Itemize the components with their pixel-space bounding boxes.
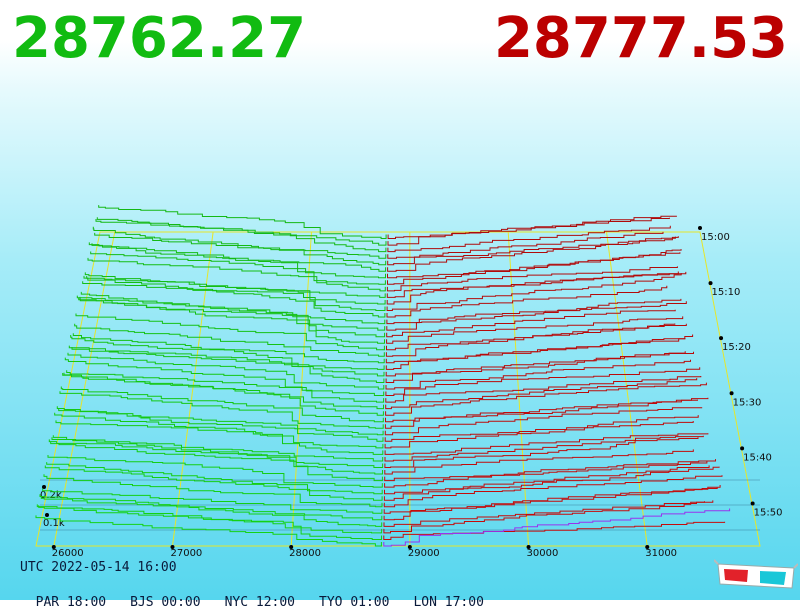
time-tick-mark <box>740 446 744 450</box>
ask-depth-line <box>385 459 716 481</box>
time-tick-mark <box>698 226 702 230</box>
bid-depth-line <box>68 353 384 389</box>
ask-depth-line <box>388 249 682 278</box>
ask-depth-line <box>385 436 703 461</box>
ask-depth-line <box>388 236 679 271</box>
timezone-clock: TYO 01:00 <box>319 595 389 610</box>
price-tick-label: 31000 <box>645 548 677 559</box>
bid-depth-line <box>65 358 383 403</box>
timezone-clock: PAR 18:00 <box>36 595 106 610</box>
price-tick-label: 29000 <box>408 548 440 559</box>
time-tick-mark <box>709 281 713 285</box>
timezone-clock: BJS 00:00 <box>130 595 200 610</box>
order-book-depth-chart: 26000 27000 28000 29000 30000 31000 15:00 15:10… <box>0 0 800 560</box>
price-gridline <box>291 232 311 546</box>
ask-depth-line <box>386 338 685 363</box>
price-tick-label: 30000 <box>527 548 559 559</box>
bid-depth-line <box>51 441 383 474</box>
price-tick-label: 27000 <box>170 548 202 559</box>
ask-depth-line <box>386 376 701 402</box>
time-tick-label: 15:10 <box>712 287 741 298</box>
bid-depth-line <box>60 391 383 428</box>
ask-depth-line <box>385 461 707 487</box>
volume-tick-label: 0.1k <box>43 518 65 529</box>
volume-tick-mark <box>45 513 49 517</box>
bid-depth-line <box>57 406 383 441</box>
ask-depth-line <box>384 522 725 540</box>
time-tick-label: 15:00 <box>701 232 730 243</box>
bid-depth-line <box>61 387 383 422</box>
ask-depth-line <box>388 232 663 258</box>
bid-depth-line <box>76 314 384 350</box>
time-tick-label: 15:30 <box>733 397 762 408</box>
time-tick-label: 15:20 <box>722 342 751 353</box>
timezone-clock: LON 17:00 <box>413 595 483 610</box>
ask-depth-line <box>385 407 701 435</box>
price-tick-label: 26000 <box>52 548 84 559</box>
3d-glasses-icon[interactable] <box>714 558 798 594</box>
bid-depth-line <box>69 346 384 383</box>
time-tick-mark <box>719 336 723 340</box>
ask-depth-line <box>385 421 693 448</box>
timezone-clocks: PAR 18:00 BJS 00:00 NYC 12:00 TYO 01:00 LON … <box>20 580 508 610</box>
bid-depth-line <box>45 466 382 501</box>
time-tick-label: 15:50 <box>754 507 783 518</box>
bid-depth-line <box>55 413 383 455</box>
timezone-clock: NYC 12:00 <box>225 595 295 610</box>
volume-tick-mark <box>42 485 46 489</box>
ask-depth-line <box>386 351 685 382</box>
time-tick-mark <box>730 391 734 395</box>
time-tick-label: 15:40 <box>743 452 772 463</box>
bid-depth-line <box>81 292 385 324</box>
bid-depth-line <box>63 373 384 415</box>
bid-depth-line <box>91 252 386 278</box>
price-tick-label: 28000 <box>289 548 321 559</box>
bid-depth-line <box>85 272 385 304</box>
utc-timestamp: UTC 2022-05-14 16:00 <box>20 560 177 575</box>
ask-depth-line <box>385 400 697 429</box>
bid-depth-line <box>64 373 384 409</box>
bid-depth-line <box>97 217 386 245</box>
ask-depth-line <box>387 310 676 337</box>
